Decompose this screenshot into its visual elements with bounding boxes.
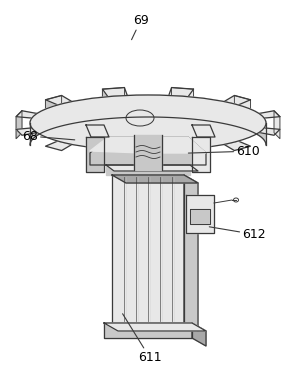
Polygon shape bbox=[16, 128, 37, 135]
Polygon shape bbox=[274, 111, 280, 139]
Text: 612: 612 bbox=[209, 227, 266, 241]
Polygon shape bbox=[103, 88, 124, 111]
Polygon shape bbox=[16, 111, 22, 139]
Polygon shape bbox=[192, 137, 210, 172]
Polygon shape bbox=[103, 88, 127, 97]
Polygon shape bbox=[259, 111, 280, 118]
Polygon shape bbox=[184, 175, 198, 331]
Text: 611: 611 bbox=[123, 314, 161, 364]
Polygon shape bbox=[103, 149, 127, 158]
Text: 610: 610 bbox=[188, 145, 260, 158]
Polygon shape bbox=[90, 137, 206, 165]
Polygon shape bbox=[112, 175, 184, 323]
Polygon shape bbox=[192, 323, 206, 346]
Polygon shape bbox=[30, 95, 266, 145]
Polygon shape bbox=[45, 96, 72, 105]
Polygon shape bbox=[45, 141, 72, 150]
Polygon shape bbox=[134, 135, 162, 170]
Text: 69: 69 bbox=[132, 14, 148, 40]
Polygon shape bbox=[45, 96, 62, 122]
Polygon shape bbox=[186, 195, 214, 233]
Polygon shape bbox=[169, 88, 193, 97]
Text: 68: 68 bbox=[22, 130, 75, 143]
Polygon shape bbox=[86, 125, 109, 137]
Polygon shape bbox=[106, 165, 190, 175]
Polygon shape bbox=[112, 175, 198, 183]
Polygon shape bbox=[16, 111, 37, 118]
Polygon shape bbox=[192, 125, 215, 137]
Polygon shape bbox=[104, 323, 206, 331]
Polygon shape bbox=[224, 96, 251, 105]
Polygon shape bbox=[172, 88, 193, 111]
Polygon shape bbox=[234, 96, 251, 122]
Polygon shape bbox=[259, 128, 280, 135]
Polygon shape bbox=[169, 149, 193, 158]
Polygon shape bbox=[90, 137, 206, 153]
Ellipse shape bbox=[30, 95, 266, 151]
Polygon shape bbox=[86, 137, 104, 172]
Polygon shape bbox=[224, 141, 251, 150]
Polygon shape bbox=[190, 209, 210, 224]
Polygon shape bbox=[106, 165, 198, 171]
Polygon shape bbox=[104, 323, 192, 338]
